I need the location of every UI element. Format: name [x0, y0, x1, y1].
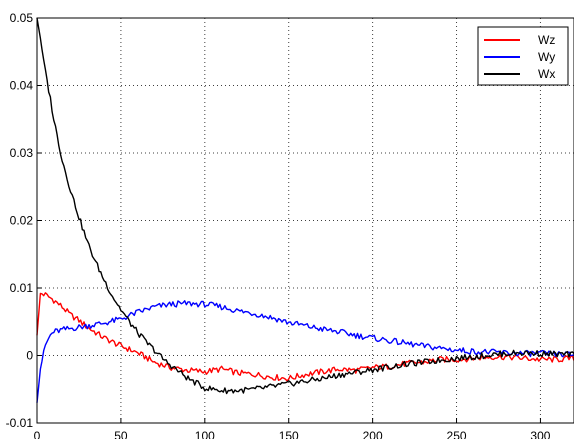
x-tick-label: 200 — [363, 429, 383, 439]
legend: Wz Wy Wx — [477, 26, 569, 86]
plot-series — [36, 17, 574, 403]
y-tick-label: 0 — [26, 349, 33, 363]
x-tick-label: 0 — [34, 429, 41, 439]
x-tick-label: 150 — [279, 429, 299, 439]
series-line-wz — [36, 292, 574, 382]
x-tick-label: 50 — [114, 429, 128, 439]
x-tick-label: 250 — [447, 429, 467, 439]
y-tick-label: 0.04 — [10, 79, 34, 93]
legend-label-wx: Wx — [538, 67, 555, 81]
x-tick-label: 300 — [530, 429, 550, 439]
y-tick-label: -0.01 — [6, 416, 34, 430]
series-line-wx — [36, 17, 574, 395]
y-tick-label: 0.05 — [10, 11, 34, 25]
y-tick-label: 0.02 — [10, 214, 34, 228]
axis-ticks: 0 50 100 150 200 250 300-0.0100.010.020.030.04… — [6, 11, 551, 439]
grid — [37, 18, 574, 423]
x-tick-label: 100 — [195, 429, 215, 439]
y-tick-label: 0.03 — [10, 146, 34, 160]
legend-label-wy: Wy — [538, 50, 555, 64]
series-line-wy — [36, 300, 574, 403]
y-tick-label: 0.01 — [10, 281, 34, 295]
legend-label-wz: Wz — [538, 33, 555, 47]
